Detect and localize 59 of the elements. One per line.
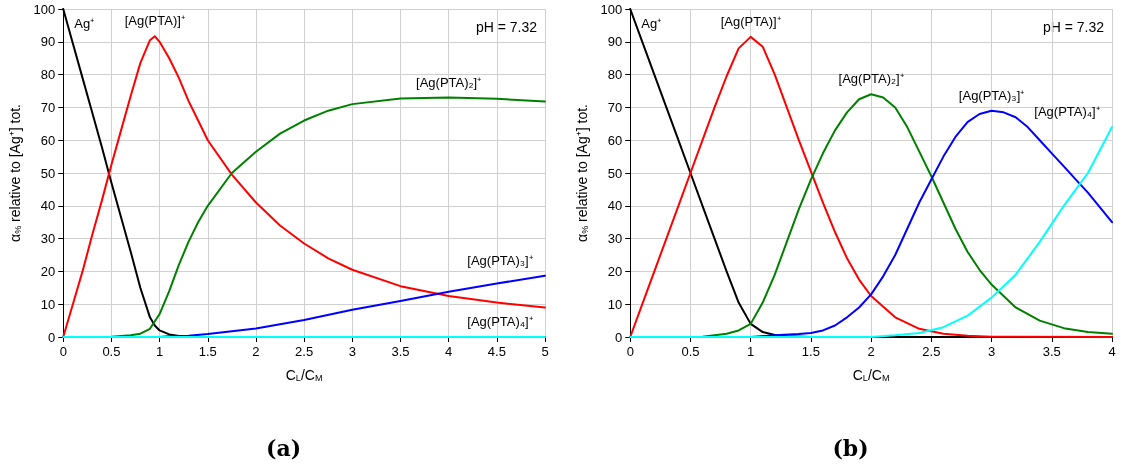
x-axis-title: CL/CM <box>852 366 890 383</box>
x-tick-label: 2 <box>252 344 260 359</box>
series-label: Ag⁺ <box>74 15 95 31</box>
series-label: [Ag(PTA)₃]⁺ <box>958 87 1025 103</box>
y-tick-label: 100 <box>600 1 623 17</box>
series-label: [Ag(PTA)₂]⁺ <box>416 74 482 90</box>
x-tick-label: 3 <box>987 344 996 359</box>
series-label: [Ag(PTA)₃]⁺ <box>467 252 533 268</box>
x-axis-title: CL/CM <box>285 366 323 383</box>
x-tick-label: 5 <box>541 344 549 359</box>
series-label: [Ag(PTA)]⁺ <box>720 13 781 29</box>
x-tick-label: 1 <box>747 344 755 359</box>
y-axis-title: α% relative to [Ag⁺] tot. <box>574 104 591 242</box>
text: (b) <box>832 435 869 461</box>
series-label: Ag⁺ <box>641 15 662 31</box>
y-tick-label: 100 <box>33 1 56 17</box>
x-tick-label: 4.5 <box>487 344 506 359</box>
x-tick-label: 0.5 <box>681 344 700 359</box>
x-tick-label: 4 <box>445 344 453 359</box>
y-tick-label: 10 <box>40 296 56 312</box>
y-tick-label: 10 <box>607 296 623 312</box>
x-tick-label: 0.5 <box>102 344 121 359</box>
y-tick-label: 90 <box>40 34 56 50</box>
series-label: [Ag(PTA)₂]⁺ <box>838 71 904 87</box>
annotation: pH = 7.32 <box>475 19 538 35</box>
y-tick-label: 40 <box>607 198 623 214</box>
y-tick-label: 20 <box>607 263 623 279</box>
x-tick-label: 3 <box>348 344 356 359</box>
y-tick-label: 30 <box>40 231 56 247</box>
x-tick-label: 2.5 <box>295 344 314 359</box>
y-axis-title: α% relative to [Ag⁺] tot. <box>7 104 24 242</box>
x-tick-label: 4 <box>1108 344 1116 359</box>
x-tick-label: 2.5 <box>922 344 941 359</box>
x-tick-label: 1 <box>155 344 164 359</box>
x-tick-label: 0 <box>59 344 67 359</box>
y-tick-label: 30 <box>607 231 623 247</box>
y-tick-label: 90 <box>607 34 623 50</box>
x-tick-label: 1.5 <box>801 344 820 359</box>
x-tick-label: 3.5 <box>1042 344 1061 359</box>
y-tick-label: 80 <box>607 67 623 83</box>
y-tick-label: 60 <box>607 132 623 148</box>
x-tick-label: 0 <box>626 344 634 359</box>
y-tick-label: 70 <box>607 99 623 115</box>
y-tick-label: 50 <box>607 165 623 181</box>
y-tick-label: 50 <box>40 165 56 181</box>
x-tick-label: 2 <box>867 344 875 359</box>
y-tick-label: 80 <box>40 67 56 83</box>
y-tick-label: 60 <box>40 132 56 148</box>
series-label: [Ag(PTA)]⁺ <box>124 13 185 29</box>
series-label: [Ag(PTA)₄]⁺ <box>467 314 533 329</box>
y-tick-label: 40 <box>40 198 56 214</box>
y-tick-label: 20 <box>40 263 56 279</box>
y-tick-label: 70 <box>40 99 56 115</box>
y-tick-label: 0 <box>615 329 623 345</box>
series-label: [Ag(PTA)₄]⁺ <box>1034 104 1100 120</box>
text: (a) <box>265 435 302 461</box>
x-tick-label: 3.5 <box>391 344 410 359</box>
x-tick-label: 1.5 <box>198 344 217 359</box>
y-tick-label: 0 <box>48 329 56 345</box>
